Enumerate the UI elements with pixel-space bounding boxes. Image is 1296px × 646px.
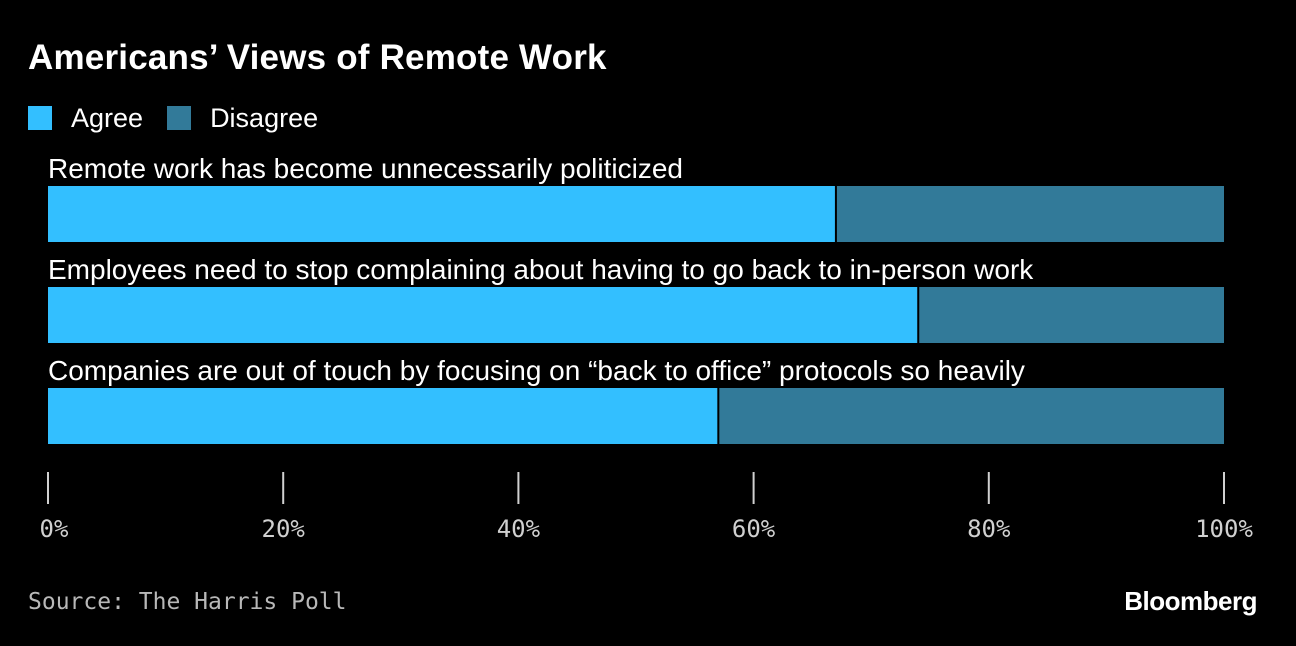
source-note: Source: The Harris Poll <box>28 589 347 615</box>
x-tick-label: 100% <box>1195 515 1253 543</box>
legend-swatch-agree <box>28 106 52 130</box>
bar-agree <box>48 388 719 444</box>
x-tick-label: 40% <box>497 515 541 543</box>
bar-disagree <box>718 388 1224 444</box>
category-label: Companies are out of touch by focusing o… <box>48 355 1025 386</box>
x-tick-label: 20% <box>262 515 306 543</box>
x-tick-label: 60% <box>732 515 776 543</box>
legend-item-agree: Agree <box>28 103 143 134</box>
legend-item-disagree: Disagree <box>167 103 318 134</box>
bar-agree <box>48 287 919 343</box>
bar-agree <box>48 186 836 242</box>
legend-label-disagree: Disagree <box>210 102 319 133</box>
legend-label-agree: Agree <box>71 102 144 133</box>
chart-legend: Agree Disagree <box>28 102 342 134</box>
category-label: Remote work has become unnecessarily pol… <box>48 153 683 184</box>
bar-disagree <box>918 287 1224 343</box>
legend-swatch-disagree <box>167 106 192 130</box>
bloomberg-logo: Bloomberg <box>1124 586 1257 616</box>
x-tick-label: 0% <box>40 515 69 543</box>
x-tick-label: 80% <box>967 515 1011 543</box>
bar-disagree <box>835 186 1224 242</box>
chart-title: Americans’ Views of Remote Work <box>28 38 607 77</box>
category-label: Employees need to stop complaining about… <box>48 254 1034 285</box>
